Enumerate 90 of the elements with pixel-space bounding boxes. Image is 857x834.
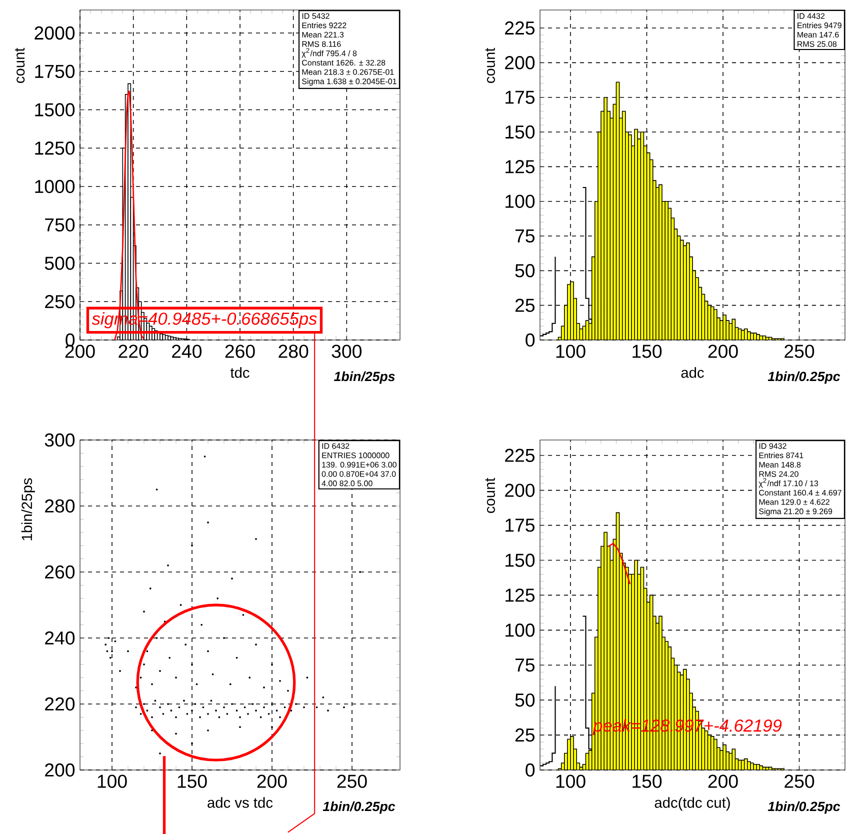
y-tick-label: 150: [506, 125, 535, 139]
x-tick-label: 200: [708, 774, 738, 788]
y-tick-label: 200: [505, 56, 535, 70]
x-tick-label: 200: [257, 774, 287, 788]
x-tick-label: 100: [556, 774, 586, 788]
y-tick-label: 200: [505, 484, 535, 497]
annotation: Mean 148.8: [759, 462, 801, 468]
x-tick-label: 100: [556, 344, 586, 358]
y-tick-label: 100: [506, 624, 535, 637]
y-tick-label: 220: [45, 697, 75, 711]
x-tick-label: 200: [65, 344, 95, 358]
y-tick-label: 100: [506, 194, 535, 208]
y-tick-label: 150: [506, 554, 535, 567]
y-axis-title: count: [14, 48, 25, 83]
annotation: 4.00 82.0 5.00: [322, 480, 372, 486]
annotation: ID 6432: [322, 443, 350, 449]
annotation: χ$^{2}$/ndf 17.10 / 13: [758, 478, 818, 488]
y-tick-label: 50: [515, 693, 535, 707]
annotation: Constant 160.4 ± 4.697: [759, 490, 842, 496]
annotation: 139. 0.991E+06 3.00: [322, 462, 396, 468]
x-tick-label: 150: [178, 774, 207, 788]
text: 1bin/0.25pc: [322, 801, 396, 814]
x-tick-label: 250: [784, 344, 814, 358]
y-tick-label: 25: [515, 728, 535, 742]
y-tick-label: 1000: [35, 180, 75, 194]
annotation: Mean 147.6: [798, 32, 839, 38]
y-tick-label: 0: [526, 333, 535, 347]
y-axis-title: count: [485, 48, 495, 83]
annotation: χ$^{2}$/ndf 795.4 / 8: [302, 48, 357, 58]
y-tick-label: 175: [506, 518, 535, 532]
annotation: RMS 25.08: [798, 41, 837, 47]
x-tick-label: 280: [278, 344, 308, 358]
y-tick-label: 240: [45, 631, 75, 645]
annotation: 0.00 0.870E+04 37.0: [322, 471, 396, 477]
text: 1bin/0.25pc: [768, 801, 840, 814]
annotation: ENTRIES 1000000: [322, 452, 390, 458]
x-tick-label: 300: [332, 344, 362, 358]
annotation: Entries 8741: [759, 452, 804, 458]
y-tick-label: 75: [515, 229, 535, 243]
x-tick-label: 220: [118, 344, 148, 358]
y-tick-label: 1250: [35, 142, 75, 155]
x-tick-label: 250: [784, 774, 814, 788]
y-tick-label: 1750: [35, 64, 75, 78]
annotation: peak=128.997+-4.62199: [592, 719, 782, 736]
annotation: RMS 8.116: [302, 41, 341, 47]
text: 1bin/25ps: [334, 371, 395, 384]
x-axis-title: adc: [681, 367, 704, 378]
annotation: ID 5432: [302, 13, 330, 19]
annotation: Sigma 21.20 ± 9.269: [759, 508, 832, 516]
annotation: Mean 129.0 ± 4.622: [759, 499, 830, 505]
y-tick-label: 125: [506, 160, 535, 174]
annotation: Constant 1626. ± 32.28: [302, 60, 386, 66]
x-tick-label: 100: [98, 774, 127, 788]
x-tick-label: 260: [225, 344, 255, 358]
y-tick-label: 280: [45, 499, 75, 513]
x-axis-title: tdc: [230, 367, 250, 378]
x-axis-title: adc(tdc cut): [654, 797, 730, 811]
y-tick-label: 75: [515, 658, 535, 672]
y-tick-label: 225: [505, 448, 535, 462]
y-tick-label: 0: [526, 763, 535, 777]
x-tick-label: 240: [172, 344, 202, 358]
y-tick-label: 250: [45, 295, 75, 308]
y-tick-label: 225: [505, 21, 535, 35]
annotation: Mean 221.3: [302, 32, 344, 38]
y-tick-label: 260: [45, 565, 75, 579]
annotation: Sigma 1.638 ± 0.2045E-01: [302, 78, 396, 86]
annotation: RMS 24.20: [759, 471, 798, 477]
y-tick-label: 2000: [34, 26, 75, 40]
y-tick-label: 175: [506, 90, 535, 104]
x-axis-title: adc vs tdc: [208, 797, 273, 808]
x-tick-label: 200: [708, 344, 738, 358]
annotation: Entries 9479: [798, 22, 842, 28]
y-tick-label: 750: [45, 218, 75, 232]
annotation: Mean 218.3 ± 0.2675E-01: [302, 69, 394, 75]
y-tick-label: 1500: [35, 103, 75, 116]
y-tick-label: 500: [44, 256, 75, 270]
x-tick-label: 150: [632, 344, 662, 358]
y-tick-label: 300: [44, 433, 75, 447]
annotation: ID 9432: [759, 443, 786, 449]
y-tick-label: 25: [515, 298, 535, 312]
y-tick-label: 125: [506, 588, 535, 602]
y-axis-title: 1bin/25ps: [21, 478, 35, 540]
y-tick-label: 200: [45, 763, 75, 777]
x-tick-label: 250: [337, 774, 367, 788]
y-tick-label: 50: [515, 264, 535, 278]
y-axis-title: count: [485, 478, 495, 513]
x-tick-label: 150: [632, 774, 662, 788]
annotation: ID 4432: [798, 13, 824, 19]
text: 1bin/0.25pc: [768, 371, 840, 384]
annotation: Entries 9222: [302, 22, 346, 28]
